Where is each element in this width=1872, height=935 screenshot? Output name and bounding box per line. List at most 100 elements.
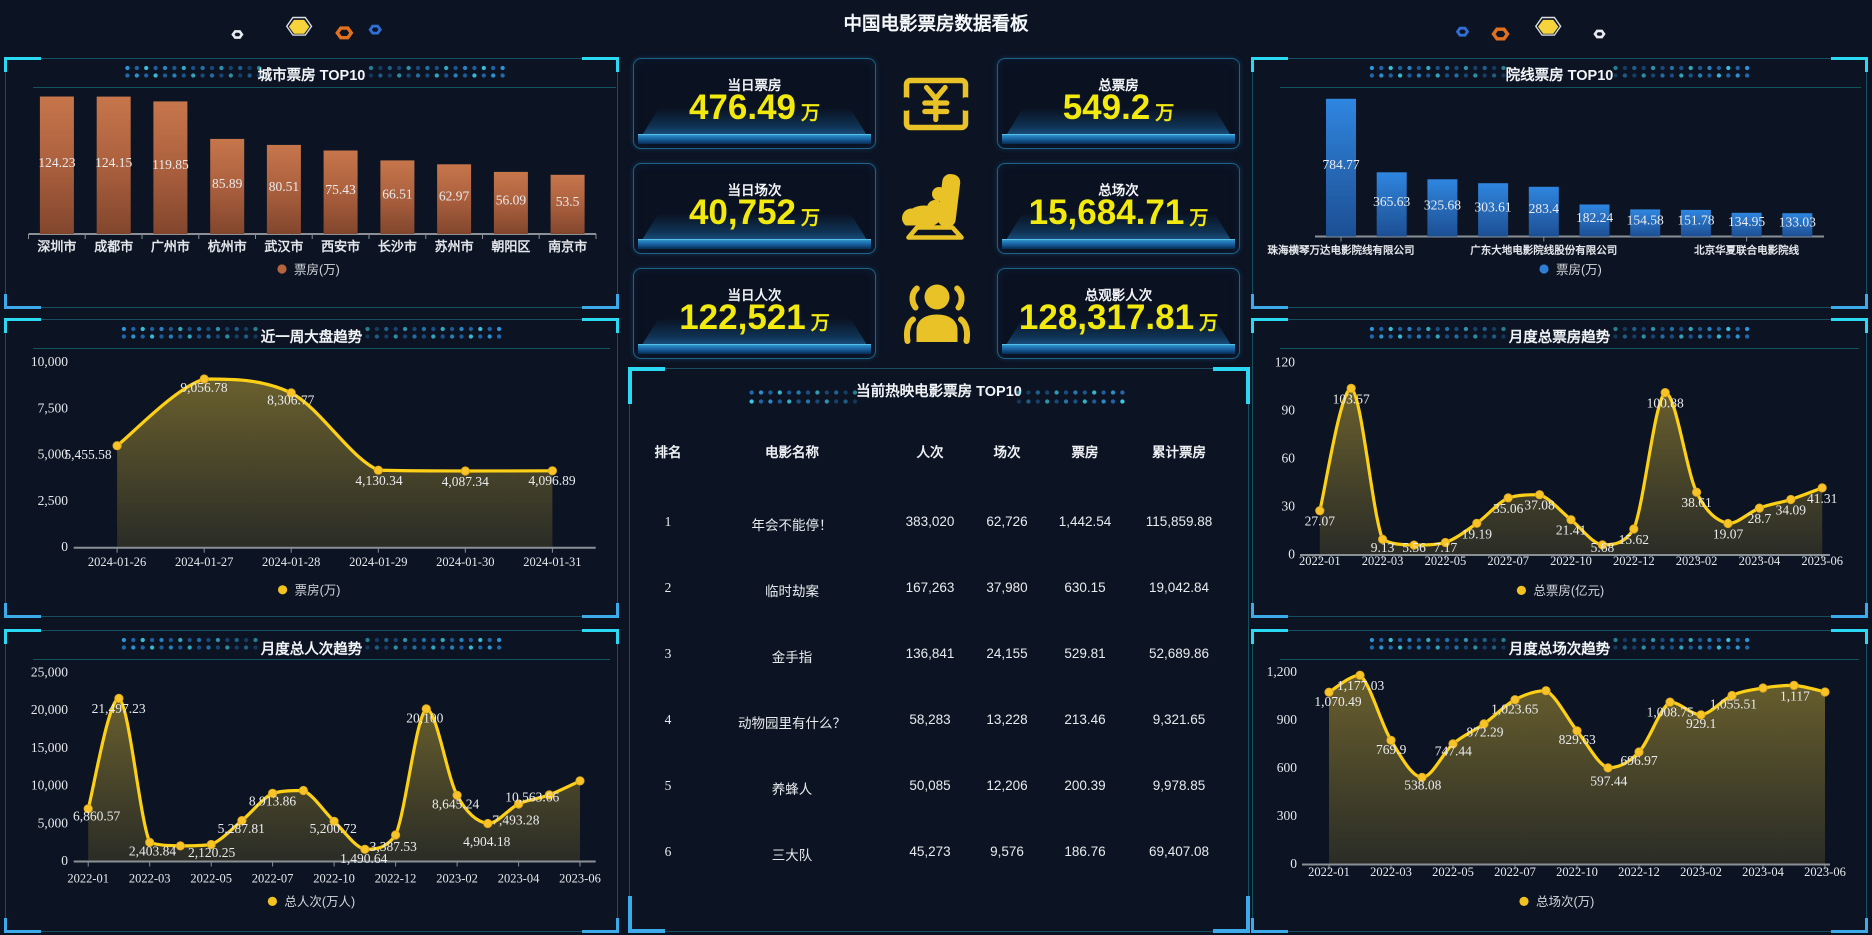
svg-text:2022-01: 2022-01 (67, 872, 109, 886)
svg-text:151.78: 151.78 (1677, 212, 1714, 227)
svg-text:西安市: 西安市 (321, 239, 360, 254)
svg-text:119.85: 119.85 (152, 157, 189, 172)
svg-text:2022-12: 2022-12 (1618, 865, 1660, 879)
svg-text:15,000: 15,000 (31, 740, 68, 755)
svg-text:7,493.28: 7,493.28 (492, 813, 540, 828)
svg-text:1,023.65: 1,023.65 (1491, 702, 1539, 717)
svg-text:2024-01-31: 2024-01-31 (523, 555, 581, 569)
svg-text:10,000: 10,000 (31, 354, 68, 369)
svg-text:19.19: 19.19 (1462, 526, 1493, 541)
svg-text:21.41: 21.41 (1556, 522, 1586, 537)
svg-text:5,287.81: 5,287.81 (218, 821, 265, 836)
svg-text:2022-12: 2022-12 (1613, 554, 1655, 568)
svg-text:103.57: 103.57 (1333, 391, 1370, 406)
svg-text:2023-02: 2023-02 (1680, 865, 1722, 879)
svg-text:5,000: 5,000 (38, 815, 69, 830)
svg-text:34.09: 34.09 (1776, 502, 1807, 517)
svg-text:2023-06: 2023-06 (559, 872, 601, 886)
svg-text:134.95: 134.95 (1728, 214, 1765, 229)
svg-text:4,087.34: 4,087.34 (442, 473, 490, 488)
svg-text:80.51: 80.51 (269, 178, 299, 193)
svg-text:南京市: 南京市 (548, 239, 587, 254)
svg-text:696.97: 696.97 (1620, 753, 1657, 768)
svg-text:0: 0 (61, 539, 68, 554)
svg-text:19.07: 19.07 (1713, 526, 1744, 541)
svg-text:2,120.25: 2,120.25 (188, 845, 236, 860)
svg-text:1,200: 1,200 (1267, 664, 1298, 679)
svg-text:3,387.53: 3,387.53 (370, 839, 418, 854)
svg-text:2023-06: 2023-06 (1801, 554, 1843, 568)
svg-text:8,645.24: 8,645.24 (432, 796, 480, 811)
svg-text:784.77: 784.77 (1322, 157, 1359, 172)
svg-text:62.97: 62.97 (439, 188, 470, 203)
svg-text:35.06: 35.06 (1493, 500, 1524, 515)
svg-text:苏州市: 苏州市 (435, 239, 474, 254)
svg-text:325.68: 325.68 (1424, 197, 1461, 212)
svg-text:2022-07: 2022-07 (252, 872, 294, 886)
svg-text:深圳市: 深圳市 (37, 239, 76, 254)
svg-text:2023-06: 2023-06 (1804, 865, 1846, 879)
svg-text:747.44: 747.44 (1435, 744, 1472, 759)
svg-text:20,000: 20,000 (31, 702, 68, 717)
svg-text:2022-05: 2022-05 (1425, 554, 1467, 568)
svg-text:10,000: 10,000 (31, 778, 68, 793)
svg-text:2023-04: 2023-04 (1739, 554, 1781, 568)
svg-text:872.29: 872.29 (1466, 725, 1503, 740)
svg-text:成都市: 成都市 (94, 239, 133, 254)
svg-text:2023-02: 2023-02 (436, 872, 478, 886)
svg-text:武汉市: 武汉市 (264, 239, 303, 254)
svg-text:100.88: 100.88 (1647, 395, 1684, 410)
svg-text:北京华夏联合电影院线: 北京华夏联合电影院线 (1694, 243, 1799, 256)
svg-text:杭州市: 杭州市 (208, 239, 247, 254)
svg-text:2022-05: 2022-05 (190, 872, 232, 886)
svg-text:303.61: 303.61 (1475, 199, 1512, 214)
svg-text:597.44: 597.44 (1590, 774, 1627, 789)
svg-text:票房(万): 票房(万) (1556, 262, 1602, 277)
svg-text:56.09: 56.09 (496, 192, 527, 207)
svg-text:182.24: 182.24 (1576, 210, 1613, 225)
svg-text:2022-10: 2022-10 (1550, 554, 1592, 568)
svg-text:2022-05: 2022-05 (1432, 865, 1474, 879)
svg-text:2,403.84: 2,403.84 (129, 844, 177, 859)
svg-text:5.56: 5.56 (1402, 540, 1426, 555)
svg-text:2023-02: 2023-02 (1676, 554, 1718, 568)
svg-text:2022-12: 2022-12 (375, 872, 417, 886)
svg-text:8,913.86: 8,913.86 (249, 794, 297, 809)
svg-text:20,100: 20,100 (406, 711, 443, 726)
svg-text:2022-10: 2022-10 (313, 872, 355, 886)
svg-text:769.9: 769.9 (1376, 742, 1407, 757)
svg-text:2022-07: 2022-07 (1494, 865, 1536, 879)
svg-text:120: 120 (1275, 354, 1296, 369)
svg-text:829.63: 829.63 (1559, 732, 1596, 747)
svg-text:2022-03: 2022-03 (1370, 865, 1412, 879)
svg-text:21,497.23: 21,497.23 (92, 701, 146, 716)
svg-text:5.68: 5.68 (1591, 540, 1615, 555)
svg-text:9.13: 9.13 (1371, 540, 1395, 555)
svg-text:154.58: 154.58 (1627, 212, 1664, 227)
svg-text:25,000: 25,000 (31, 665, 68, 680)
svg-text:4,130.34: 4,130.34 (355, 472, 403, 487)
svg-text:2022-01: 2022-01 (1299, 554, 1341, 568)
svg-text:15.62: 15.62 (1619, 532, 1649, 547)
svg-text:124.15: 124.15 (95, 154, 132, 169)
svg-text:总票房(亿元): 总票房(亿元) (1533, 582, 1604, 597)
svg-text:2024-01-28: 2024-01-28 (262, 555, 320, 569)
svg-text:总场次(万): 总场次(万) (1536, 895, 1594, 909)
svg-text:长沙市: 长沙市 (378, 239, 417, 254)
svg-text:7.17: 7.17 (1434, 540, 1458, 555)
svg-text:30: 30 (1282, 498, 1296, 513)
svg-text:1,177.03: 1,177.03 (1337, 678, 1385, 693)
svg-text:75.43: 75.43 (325, 181, 356, 196)
svg-text:66.51: 66.51 (382, 186, 412, 201)
svg-text:2024-01-29: 2024-01-29 (349, 555, 407, 569)
svg-text:85.89: 85.89 (212, 176, 243, 191)
svg-text:0: 0 (1290, 856, 1297, 871)
svg-text:总人次(万人): 总人次(万人) (284, 895, 355, 909)
svg-text:5,455.58: 5,455.58 (64, 447, 112, 462)
svg-text:2022-01: 2022-01 (1308, 865, 1350, 879)
svg-text:1,490.64: 1,490.64 (340, 851, 388, 866)
svg-text:53.5: 53.5 (556, 193, 580, 208)
svg-text:2022-03: 2022-03 (129, 872, 171, 886)
svg-text:10,563.66: 10,563.66 (505, 790, 559, 805)
svg-text:9,056.78: 9,056.78 (180, 380, 228, 395)
